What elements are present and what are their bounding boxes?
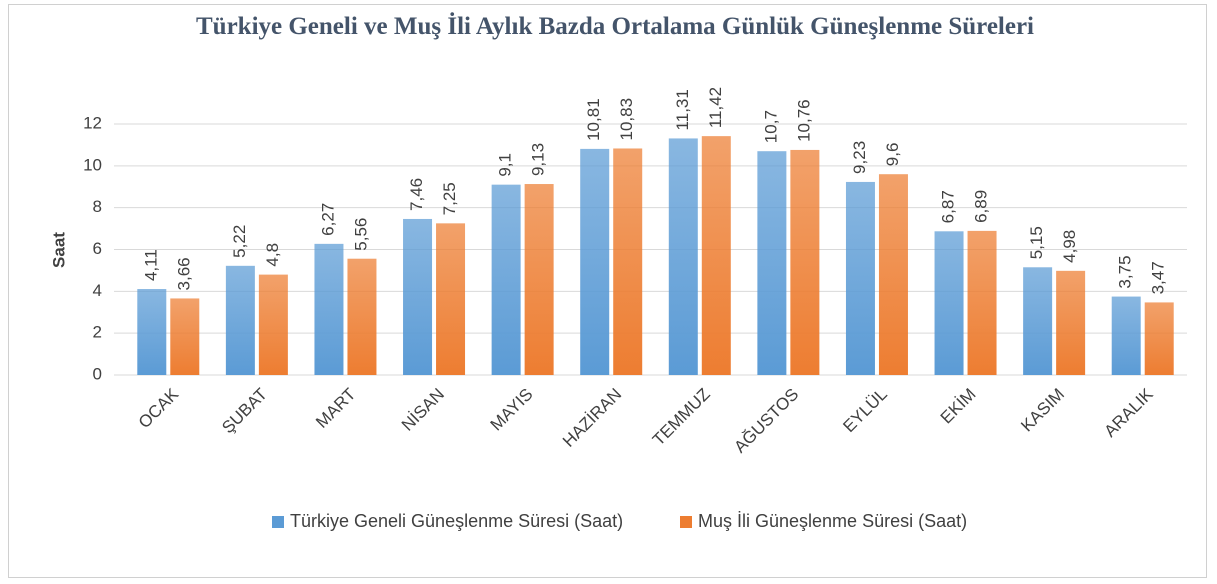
- y-tick-label: 2: [93, 323, 102, 342]
- x-tick-label: KASIM: [1017, 385, 1068, 436]
- chart-border: [8, 4, 1207, 578]
- chart-title: Türkiye Geneli ve Muş İli Aylık Bazda Or…: [195, 13, 1034, 40]
- y-tick-label: 10: [83, 155, 102, 174]
- bar: [668, 138, 698, 375]
- y-axis-label: Saat: [49, 232, 68, 268]
- bar: [580, 148, 610, 375]
- bar: [613, 148, 643, 375]
- value-label: 4,98: [1060, 230, 1079, 263]
- bar: [878, 174, 908, 375]
- value-label: 6,87: [939, 190, 958, 223]
- bar: [225, 265, 255, 375]
- value-label: 6,27: [318, 203, 337, 236]
- value-label: 9,23: [850, 141, 869, 174]
- value-label: 6,89: [972, 190, 991, 223]
- value-label: 11,31: [673, 89, 692, 130]
- value-label: 10,81: [584, 98, 603, 141]
- value-label: 9,1: [496, 153, 515, 177]
- value-label: 9,6: [883, 143, 902, 167]
- value-label: 3,66: [174, 257, 193, 290]
- x-tick-label: EKİM: [937, 385, 980, 428]
- value-label: 11,42: [706, 87, 725, 128]
- bar: [314, 243, 344, 375]
- bar: [1023, 267, 1053, 375]
- value-label: 10,76: [794, 99, 813, 142]
- value-label: 4,8: [263, 243, 282, 267]
- value-label: 7,25: [440, 182, 459, 215]
- bar: [934, 231, 964, 375]
- bar: [845, 181, 875, 375]
- bar: [790, 149, 820, 375]
- value-label: 7,46: [407, 178, 426, 211]
- value-label: 3,75: [1116, 255, 1135, 288]
- x-tick-label: OCAK: [135, 384, 183, 432]
- bar: [258, 274, 288, 375]
- bar: [1056, 270, 1086, 375]
- bar: [137, 289, 167, 375]
- value-label: 5,56: [351, 218, 370, 251]
- bar: [967, 230, 997, 375]
- x-tick-label: ŞUBAT: [218, 385, 271, 438]
- bar: [757, 151, 787, 375]
- bar: [524, 184, 554, 375]
- legend-item: Türkiye Geneli Güneşlenme Süresi (Saat): [272, 506, 672, 536]
- value-label: 10,7: [761, 110, 780, 143]
- x-tick-label: HAZİRAN: [559, 385, 625, 451]
- x-tick-label: EYLÜL: [839, 385, 891, 437]
- bar: [1111, 296, 1141, 375]
- value-label: 10,83: [617, 98, 636, 141]
- value-label: 5,15: [1027, 226, 1046, 259]
- x-tick-label: MART: [312, 385, 359, 432]
- y-tick-label: 0: [93, 364, 102, 383]
- x-tick-label: ARALIK: [1101, 384, 1158, 441]
- x-tick-label: MAYIS: [487, 385, 537, 435]
- value-label: 9,13: [529, 143, 548, 176]
- bar: [491, 184, 521, 375]
- bar: [170, 298, 200, 375]
- legend-label: Muş İli Güneşlenme Süresi (Saat): [698, 511, 968, 531]
- bar: [1144, 302, 1174, 375]
- legend-item: Muş İli Güneşlenme Süresi (Saat): [680, 506, 1010, 536]
- legend-label: Türkiye Geneli Güneşlenme Süresi (Saat): [290, 511, 624, 531]
- value-label: 4,11: [141, 249, 160, 281]
- x-tick-label: TEMMUZ: [649, 385, 714, 450]
- bar: [701, 136, 731, 375]
- y-tick-label: 4: [93, 281, 102, 300]
- value-label: 5,22: [230, 225, 249, 258]
- y-tick-label: 8: [93, 197, 102, 216]
- y-tick-label: 6: [93, 239, 102, 258]
- bar: [347, 258, 377, 375]
- y-tick-label: 12: [83, 113, 102, 132]
- x-tick-label: AĞUSTOS: [730, 385, 802, 457]
- value-label: 3,47: [1149, 261, 1168, 294]
- legend-swatch: [680, 516, 692, 528]
- bar: [436, 223, 466, 375]
- legend-swatch: [272, 516, 284, 528]
- x-tick-label: NİSAN: [398, 385, 448, 435]
- bar: [403, 218, 433, 375]
